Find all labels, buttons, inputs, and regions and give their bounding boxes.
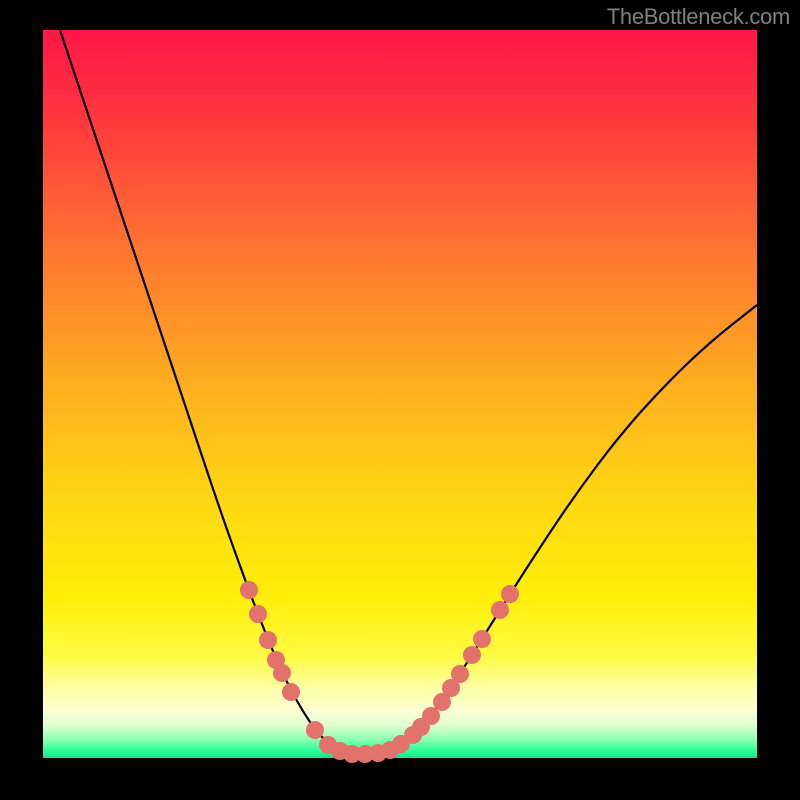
data-marker [240,581,258,599]
data-marker [473,630,491,648]
curve-left-branch [60,30,365,754]
data-marker [422,707,440,725]
data-marker [273,664,291,682]
watermark-text: TheBottleneck.com [607,4,790,30]
data-marker [249,605,267,623]
chart-container: TheBottleneck.com [0,0,800,800]
data-marker [491,601,509,619]
data-marker [282,683,300,701]
chart-svg [0,0,800,800]
data-marker [463,646,481,664]
data-marker [451,665,469,683]
data-marker [259,631,277,649]
curve-right-branch [365,305,757,754]
data-marker [501,585,519,603]
data-marker [306,721,324,739]
